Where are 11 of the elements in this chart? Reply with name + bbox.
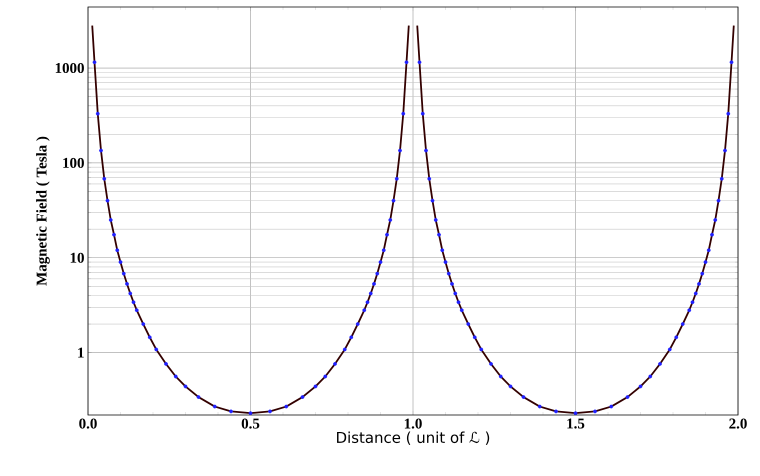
x-axis-title: Distance ( unit of ℒ ): [337, 432, 490, 445]
x-tick-label: 1.5: [567, 418, 584, 429]
y-tick-label: 1: [78, 348, 84, 358]
x-tick-label: 1.0: [404, 418, 422, 429]
y-axis-title: Magnetic Field ( Tesla ): [36, 136, 50, 286]
x-tick-label: 0.5: [242, 418, 260, 429]
y-tick-label: 1000: [56, 62, 84, 74]
y-tick-label: 10: [70, 252, 84, 263]
x-tick-label: 0.0: [79, 418, 97, 429]
x-tick-label: 2.0: [729, 418, 747, 429]
y-tick-label: 100: [63, 158, 84, 168]
